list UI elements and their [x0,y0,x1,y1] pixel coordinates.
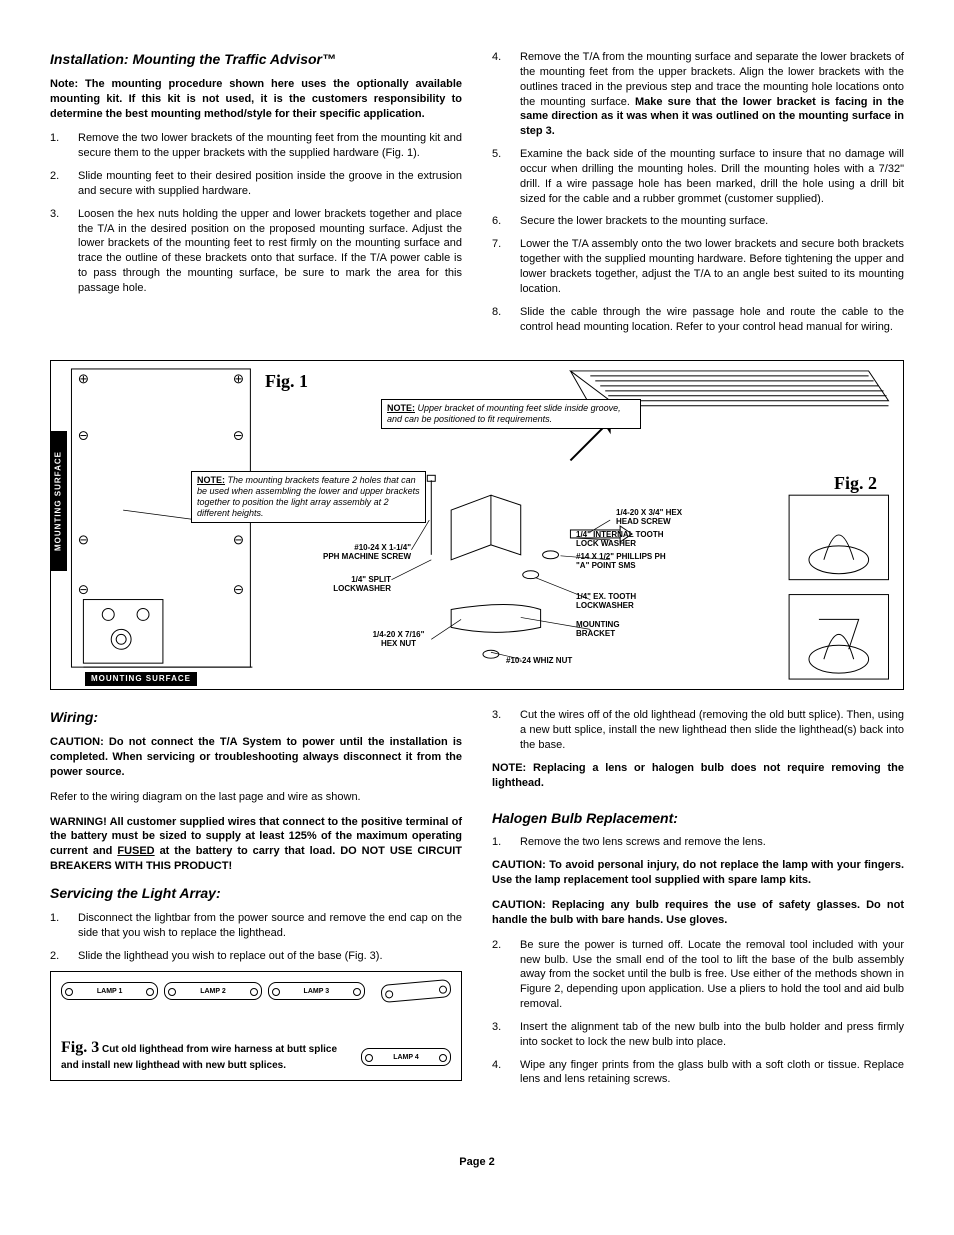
step-num: 3. [492,1020,520,1050]
callout-whiz-nut: #10-24 WHIZ NUT [506,657,572,666]
warning-fused: FUSED [117,845,154,857]
step-num: 1. [50,131,78,161]
lamp-row: LAMP 1 LAMP 2 LAMP 3 [61,982,451,1000]
step-num: 8. [492,305,520,335]
callout-machine-screw: #10-24 X 1-1/4" PPH MACHINE SCREW [321,544,411,562]
lower-columns: Wiring: CAUTION: Do not connect the T/A … [50,708,904,1095]
note-upper-bracket: NOTE: Upper bracket of mounting feet sli… [381,399,641,429]
lamp-3: LAMP 3 [268,982,365,1000]
note-brackets: NOTE: The mounting brackets feature 2 ho… [191,471,426,522]
lamp4-wrap: LAMP 4 [361,1048,451,1066]
servicing-step3: 3.Cut the wires off of the old lighthead… [492,708,904,753]
step-num: 4. [492,50,520,139]
install-steps-left: 1.Remove the two lower brackets of the m… [50,131,462,295]
page-number: Page 2 [50,1155,904,1170]
lower-col-left: Wiring: CAUTION: Do not connect the T/A … [50,708,462,1095]
figure-block: Fig. 1 Fig. 2 MOUNTING SURFACE MOUNTING … [50,360,904,690]
callout-phillips: #14 X 1/2" PHILLIPS PH "A" POINT SMS [576,553,666,571]
step-text: Insert the alignment tab of the new bulb… [520,1020,904,1050]
callout-hex-nut: 1/4-20 X 7/16" HEX NUT [361,631,436,649]
step-text: Examine the back side of the mounting su… [520,147,904,206]
top-columns: Installation: Mounting the Traffic Advis… [50,50,904,342]
fig2-label: Fig. 2 [834,471,877,495]
install-steps-right: 4.Remove the T/A from the mounting surfa… [492,50,904,334]
step-num: 4. [492,1058,520,1088]
wiring-warning: WARNING! All customer supplied wires tha… [50,815,462,874]
halogen-steps-rest: 2.Be sure the power is turned off. Locat… [492,938,904,1088]
step-text: Slide the lighthead you wish to replace … [78,949,462,964]
callout-mounting-bracket: MOUNTING BRACKET [576,621,620,639]
step-text: Slide mounting feet to their desired pos… [78,169,462,199]
wiring-para: Refer to the wiring diagram on the last … [50,790,462,805]
col-right: 4.Remove the T/A from the mounting surfa… [492,50,904,342]
section-title-wiring: Wiring: [50,708,462,727]
install-note: Note: The mounting procedure shown here … [50,77,462,122]
step-num: 3. [50,207,78,296]
fig3-label: Fig. 3 [61,1039,99,1056]
servicing-steps: 1.Disconnect the lightbar from the power… [50,911,462,964]
note-text: The mounting brackets feature 2 holes th… [197,475,420,517]
fig3-caption-text: Cut old lighthead from wire harness at b… [61,1044,337,1071]
step-num: 2. [50,169,78,199]
halogen-caution1: CAUTION: To avoid personal injury, do no… [492,858,904,888]
mounting-surface-horizontal: MOUNTING SURFACE [85,672,197,687]
step-text: Loosen the hex nuts holding the upper an… [78,207,462,296]
step-num: 2. [492,938,520,1012]
halogen-caution2: CAUTION: Replacing any bulb requires the… [492,898,904,928]
step-text: Slide the cable through the wire passage… [520,305,904,335]
step-text: Secure the lower brackets to the mountin… [520,214,904,229]
col-left: Installation: Mounting the Traffic Advis… [50,50,462,342]
step-text: Cut the wires off of the old lighthead (… [520,708,904,753]
lamp-4: LAMP 4 [361,1048,451,1066]
section-title-install: Installation: Mounting the Traffic Advis… [50,50,462,69]
step-text: Be sure the power is turned off. Locate … [520,938,904,1012]
section-title-halogen: Halogen Bulb Replacement: [492,809,904,828]
note-text: Upper bracket of mounting feet slide ins… [387,403,621,424]
callout-hex-screw: 1/4-20 X 3/4" HEX HEAD SCREW [616,509,682,527]
mounting-surface-vertical: MOUNTING SURFACE [51,431,67,571]
wiring-caution: CAUTION: Do not connect the T/A System t… [50,735,462,780]
lower-col-right: 3.Cut the wires off of the old lighthead… [492,708,904,1095]
step-text: Disconnect the lightbar from the power s… [78,911,462,941]
step-num: 3. [492,708,520,753]
fig3-caption: Fig. 3 Cut old lighthead from wire harne… [61,1037,341,1072]
step-num: 5. [492,147,520,206]
note-replace: NOTE: Replacing a lens or halogen bulb d… [492,761,904,791]
step-num: 1. [50,911,78,941]
lamp-1: LAMP 1 [61,982,158,1000]
lamp-2: LAMP 2 [164,982,261,1000]
step-text: Remove the T/A from the mounting surface… [520,50,904,139]
step-num: 2. [50,949,78,964]
fig1-label: Fig. 1 [261,369,312,393]
step-text: Remove the two lower brackets of the mou… [78,131,462,161]
callout-int-tooth: 1/4" INTERNAL TOOTH LOCK WASHER [576,531,664,549]
callout-split-lock: 1/4" SPLIT LOCKWASHER [316,576,391,594]
step-text: Wipe any finger prints from the glass bu… [520,1058,904,1088]
section-title-servicing: Servicing the Light Array: [50,884,462,903]
lamp-tilt [380,979,451,1003]
figure3-block: LAMP 1 LAMP 2 LAMP 3 LAMP 4 Fig. 3 Cut o… [50,971,462,1081]
step-num: 6. [492,214,520,229]
step-text: Lower the T/A assembly onto the two lowe… [520,237,904,296]
callout-ex-tooth: 1/4" EX. TOOTH LOCKWASHER [576,593,636,611]
step-num: 1. [492,835,520,850]
step-text: Remove the two lens screws and remove th… [520,835,904,850]
step-num: 7. [492,237,520,296]
halogen-step1: 1.Remove the two lens screws and remove … [492,835,904,850]
